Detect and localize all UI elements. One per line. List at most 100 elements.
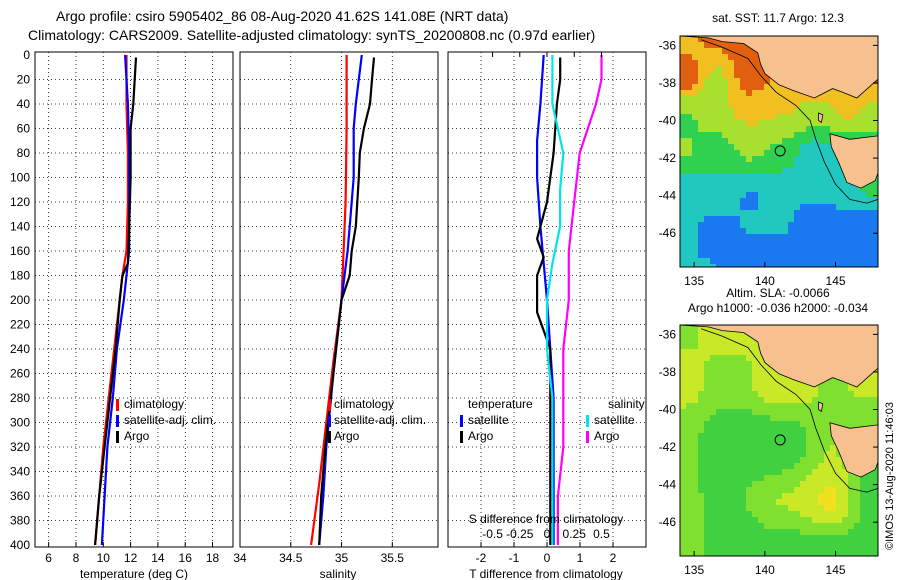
sla-cell (758, 505, 765, 512)
sla-cell (704, 373, 711, 380)
sst-cell (716, 264, 723, 267)
sla-cell (680, 403, 687, 410)
sst-cell (866, 240, 873, 247)
sla-cell (842, 511, 849, 518)
sst-cell (680, 66, 687, 73)
sla-cell (788, 547, 795, 554)
sst-cell (782, 174, 789, 181)
sst-cell (782, 96, 789, 103)
sla-cell (728, 349, 735, 356)
sla-cell (698, 343, 705, 350)
shelf-contour (701, 39, 878, 204)
sla-cell (746, 445, 753, 452)
sst-cell (740, 54, 747, 61)
sst-cell (716, 150, 723, 157)
sst-cell (728, 150, 735, 157)
sst-cell (698, 258, 705, 265)
sla-cell (734, 505, 741, 512)
sst-cell (704, 60, 711, 67)
sst-cell (770, 132, 777, 139)
sla-cell (704, 463, 711, 470)
sst-cell (806, 204, 813, 211)
sst-cell (680, 264, 687, 267)
sst-cell (716, 60, 723, 67)
sla-cell (704, 499, 711, 506)
sst-cell (770, 156, 777, 163)
sla-cell (794, 535, 801, 542)
sst-cell (854, 240, 861, 247)
sla-cell (836, 505, 843, 512)
sla-cell (836, 511, 843, 518)
sla-cell (788, 445, 795, 452)
sst-cell (836, 234, 843, 241)
sst-cell (704, 132, 711, 139)
sla-cell (692, 325, 699, 332)
sst-cell (866, 210, 873, 217)
sla-cell (872, 373, 878, 380)
sla-cell (788, 493, 795, 500)
sla-cell (776, 481, 783, 488)
sst-cell (824, 108, 831, 115)
sst-cell (698, 216, 705, 223)
legend-swatch-t-argo (460, 431, 463, 443)
sst-cell (806, 186, 813, 193)
legend-label-s-satellite: satellite (594, 413, 635, 427)
sst-cell (680, 150, 687, 157)
sst-cell (788, 126, 795, 133)
sst-cell (788, 228, 795, 235)
sst-cell (872, 84, 878, 91)
sst-cell (740, 84, 747, 91)
sst-cell (716, 180, 723, 187)
sla-cell (860, 517, 867, 524)
sst-cell (800, 120, 807, 127)
sla-cell (782, 541, 789, 548)
sst-cell (824, 192, 831, 199)
sst-cell (794, 252, 801, 259)
sla-cell (824, 481, 831, 488)
salinity-plot-frame (239, 51, 439, 548)
sst-cell (776, 258, 783, 265)
sla-cell (818, 397, 825, 404)
sla-cell (728, 379, 735, 386)
sst-cell (848, 102, 855, 109)
sla-cell (698, 445, 705, 452)
sla-cell (776, 463, 783, 470)
sst-cell (758, 132, 765, 139)
sst-cell (740, 174, 747, 181)
sst-cell (692, 42, 699, 49)
sst-cell (842, 180, 849, 187)
sst-cell (806, 180, 813, 187)
sla-cell (686, 421, 693, 428)
sst-cell (704, 168, 711, 175)
sla-cell (686, 457, 693, 464)
sst-cell (752, 216, 759, 223)
sst-cell (758, 210, 765, 217)
sla-cell (740, 487, 747, 494)
sst-cell (854, 120, 861, 127)
sst-cell (704, 138, 711, 145)
sla-cell (734, 523, 741, 530)
sla-cell (830, 385, 837, 392)
sst-cell (800, 216, 807, 223)
sla-cell (686, 499, 693, 506)
sst-cell (740, 198, 747, 205)
sla-cell (860, 421, 867, 428)
sla-cell (716, 349, 723, 356)
sst-cell (800, 132, 807, 139)
sst-cell (698, 240, 705, 247)
sla-cell (710, 469, 717, 476)
sst-cell (818, 120, 825, 127)
sst-cell (794, 228, 801, 235)
sst-cell (812, 198, 819, 205)
sst-cell (710, 108, 717, 115)
sst-cell (818, 192, 825, 199)
sla-cell (860, 403, 867, 410)
sst-cell (866, 186, 873, 193)
sst-cell (788, 216, 795, 223)
sla-cell (692, 523, 699, 530)
sla-cell (734, 409, 741, 416)
temperature-profile-panel: 0204060801001201401601802002202402602803… (10, 48, 234, 580)
x-tick-label: 1 (577, 551, 584, 565)
sla-cell (812, 535, 819, 542)
sst-cell (728, 258, 735, 265)
